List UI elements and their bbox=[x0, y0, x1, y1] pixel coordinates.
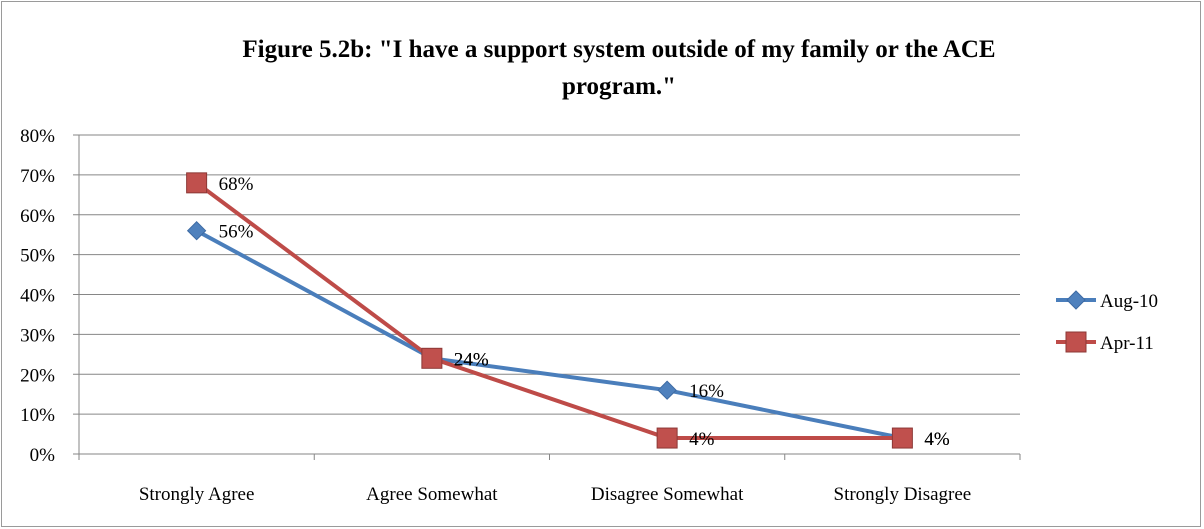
data-label-Apr-11: 68% bbox=[219, 174, 254, 195]
series-point-Apr-11 bbox=[186, 172, 208, 194]
y-tick-label: 10% bbox=[20, 405, 55, 426]
data-label-Aug-10: 4% bbox=[924, 429, 950, 450]
x-category-label: Disagree Somewhat bbox=[591, 484, 744, 505]
y-tick-label: 30% bbox=[20, 325, 55, 346]
series-layer bbox=[186, 172, 913, 449]
y-axis-tick-labels: 0% 10% 20% 30% 40% 50% 60% 70% 80% bbox=[20, 126, 55, 466]
chart-title-line-2: program." bbox=[562, 73, 676, 100]
y-tick-label: 0% bbox=[30, 445, 56, 466]
data-labels: 56%24%16%4%68%24%4% 4% bbox=[219, 174, 950, 450]
data-label-Apr-11: 4% bbox=[924, 429, 950, 450]
series-point-Aug-10 bbox=[657, 380, 677, 400]
data-label-Aug-10: 56% bbox=[219, 222, 254, 243]
series-point-Apr-11 bbox=[891, 427, 913, 449]
data-label-Apr-11: 4% bbox=[689, 429, 715, 450]
y-tick-label: 40% bbox=[20, 286, 55, 307]
data-label-Apr-11: 24% bbox=[454, 349, 489, 370]
legend-label: Apr-11 bbox=[1100, 333, 1154, 354]
legend-label: Aug-10 bbox=[1100, 291, 1158, 312]
data-label-Aug-10: 16% bbox=[689, 381, 724, 402]
y-tick-label: 20% bbox=[20, 365, 55, 386]
x-category-label: Strongly Agree bbox=[139, 484, 255, 505]
y-tick-label: 70% bbox=[20, 166, 55, 187]
y-tick-label: 50% bbox=[20, 246, 55, 267]
data-label-Aug-10: 24% bbox=[454, 349, 489, 370]
legend: Aug-10 Apr-11 bbox=[1056, 290, 1158, 354]
series-point-Aug-10 bbox=[186, 220, 207, 241]
chart-title-line-1: Figure 5.2b: "I have a support system ou… bbox=[242, 36, 995, 63]
series-point-Apr-11 bbox=[656, 427, 678, 449]
x-category-label: Strongly Disagree bbox=[834, 484, 972, 505]
gridlines bbox=[73, 134, 1021, 460]
series-point-Apr-11 bbox=[421, 347, 443, 369]
y-tick-label: 60% bbox=[20, 206, 55, 227]
legend-marker-Apr-11 bbox=[1065, 331, 1087, 353]
x-axis-category-labels: Strongly Agree Agree Somewhat Disagree Som… bbox=[139, 484, 971, 505]
y-tick-label: 80% bbox=[20, 126, 55, 147]
series-line-Aug-10 bbox=[195, 228, 903, 441]
x-category-label: Agree Somewhat bbox=[366, 484, 498, 505]
series-line-Apr-11 bbox=[195, 181, 903, 441]
legend-marker-Aug-10 bbox=[1066, 290, 1086, 310]
